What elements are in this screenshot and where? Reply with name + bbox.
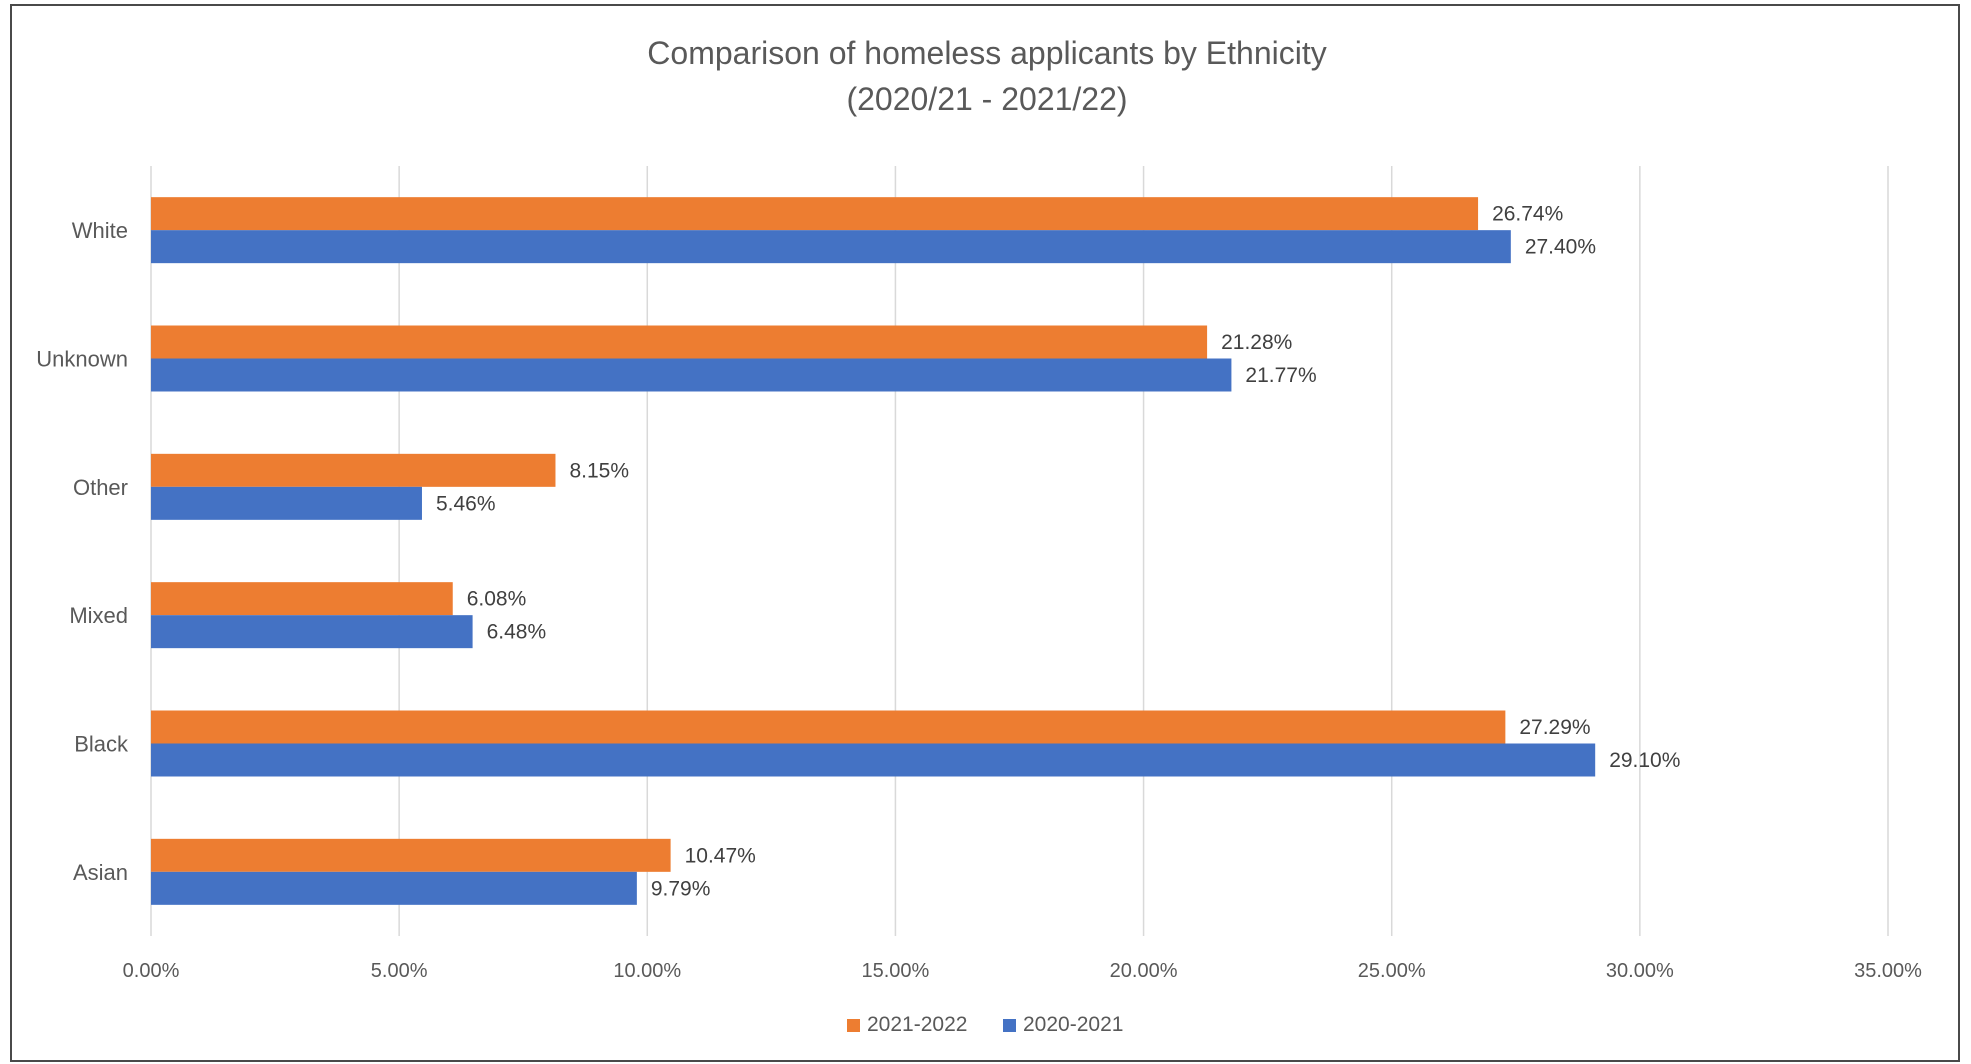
legend-label: 2020-2021 [1023,1013,1123,1036]
bar-2021-2022 [151,325,1208,359]
bar-2020-2021 [151,486,422,520]
data-label: 26.74% [1492,203,1563,226]
x-tick-label: 35.00% [1854,960,1922,982]
bar-2020-2021 [151,230,1511,264]
bar-2020-2021 [151,358,1232,392]
legend: 2021-2022 2020-2021 [847,1013,1123,1036]
data-label: 27.40% [1525,236,1596,259]
category-label: White [72,218,128,243]
data-label: 5.46% [436,492,496,515]
bar-2021-2022 [151,838,671,872]
category-label: Mixed [69,603,128,628]
bar-2021-2022 [151,197,1479,231]
bar-2020-2021 [151,871,637,905]
bar-2021-2022 [151,582,453,616]
bar-2021-2022 [151,710,1506,744]
data-label: 21.28% [1221,331,1292,354]
bar-2020-2021 [151,615,473,649]
chart-title: Comparison of homeless applicants by Eth… [647,35,1326,71]
data-label: 27.29% [1519,716,1590,739]
bar-2020-2021 [151,743,1596,777]
legend-label: 2021-2022 [867,1013,967,1036]
x-tick-label: 0.00% [123,960,180,982]
category-label: Other [73,475,128,500]
chart-canvas: Comparison of homeless applicants by Eth… [36,35,1922,1036]
bar-2021-2022 [151,453,556,487]
chart-frame: Comparison of homeless applicants by Eth… [10,4,1960,1062]
x-tick-label: 20.00% [1110,960,1178,982]
category-label: Unknown [36,347,128,372]
bars: 10.47% 9.79% 27.29% 29.10% 6.08% 6.48% 8.15% 5.… [151,197,1680,905]
x-tick-label: 5.00% [371,960,428,982]
axes: 0.00% 5.00% 10.00% 15.00% 20.00% 25.00% 30.00%… [36,218,1922,982]
legend-swatch [847,1019,860,1032]
data-label: 8.15% [569,459,629,482]
category-label: Asian [73,860,128,885]
data-label: 21.77% [1245,364,1316,387]
data-label: 9.79% [651,877,711,900]
chart-subtitle: (2020/21 - 2021/22) [846,81,1127,117]
data-label: 6.48% [487,621,547,644]
x-tick-label: 25.00% [1358,960,1426,982]
legend-swatch [1003,1019,1016,1032]
x-tick-label: 30.00% [1606,960,1674,982]
data-label: 6.08% [467,588,527,611]
data-label: 29.10% [1609,749,1680,772]
x-tick-label: 15.00% [862,960,930,982]
data-label: 10.47% [685,844,756,867]
category-label: Black [74,732,129,757]
gridlines [150,166,1889,936]
x-tick-label: 10.00% [613,960,681,982]
